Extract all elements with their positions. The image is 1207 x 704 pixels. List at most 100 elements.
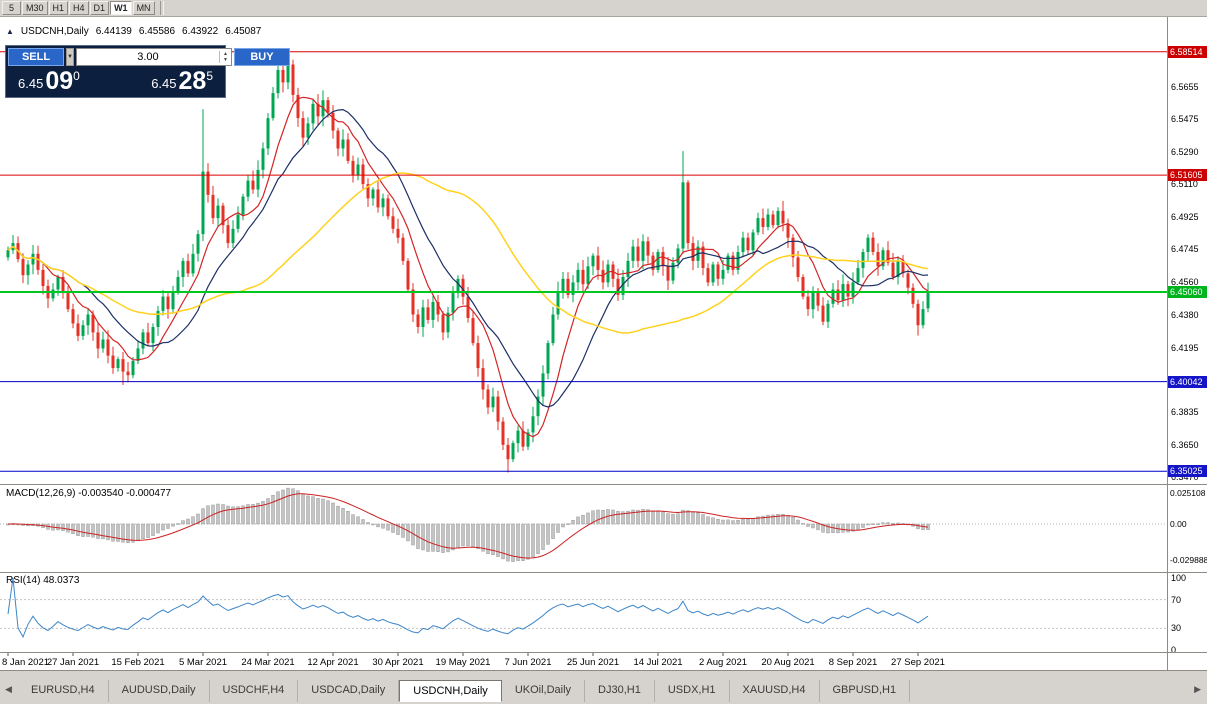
- macd-axis-label: 0.00: [1170, 519, 1187, 529]
- sell-button[interactable]: SELL: [8, 48, 64, 66]
- buy-button[interactable]: BUY: [233, 48, 290, 66]
- one-click-toggle-icon[interactable]: ▲: [6, 27, 14, 36]
- price-tick-label: 6.4745: [1171, 244, 1199, 255]
- macd-signal-line: [7, 493, 929, 559]
- chart-tab-usdx[interactable]: USDX,H1: [655, 680, 730, 702]
- timeframe-button-d1[interactable]: D1: [89, 1, 110, 15]
- rsi-line: [7, 577, 929, 639]
- one-click-controls-row: SELL ▼ ▲ ▼ BUY: [6, 46, 290, 68]
- pane-splitter-rsi[interactable]: [0, 572, 1207, 573]
- price-level-tag: 6.58514: [1168, 45, 1207, 58]
- price-tick-label: 6.5110: [1171, 179, 1198, 190]
- price-level-tag: 6.40042: [1168, 375, 1207, 388]
- pane-splitter-macd[interactable]: [0, 484, 1207, 485]
- price-axis: 6.5655 6.5475 6.5290 6.5110 6.4925 6.4745 6.45…: [1168, 17, 1207, 670]
- timeframe-button-w1[interactable]: W1: [110, 1, 132, 15]
- rsi-axis-label: 70: [1171, 594, 1182, 605]
- tab-scroll-left-icon[interactable]: ◀: [5, 684, 12, 694]
- date-tick-label: 12 Apr 2021: [307, 657, 358, 668]
- candles: [6, 51, 930, 473]
- ma-line-16: [7, 108, 929, 408]
- date-tick-label: 27 Jan 2021: [47, 657, 99, 668]
- macd-axis-label: 0.025108: [1170, 488, 1206, 499]
- date-tick-label: 19 May 2021: [436, 657, 491, 668]
- chart-tab-usdcad[interactable]: USDCAD,Daily: [298, 680, 400, 702]
- price-tick-label: 6.4380: [1171, 309, 1199, 320]
- date-tick-label: 8 Sep 2021: [829, 657, 878, 668]
- chart-symbol-label: USDCNH,Daily: [20, 26, 89, 37]
- buy-price-point: 5: [206, 69, 213, 83]
- macd-histogram: [6, 487, 930, 562]
- date-tick-label: 8 Jan 2021: [2, 657, 49, 668]
- level-lines: [0, 51, 1167, 472]
- sell-price-point: 0: [73, 69, 80, 83]
- timeframe-button-h4[interactable]: H4: [69, 1, 89, 15]
- toolbar-separator: [159, 1, 164, 15]
- volume-spinner[interactable]: ▲ ▼: [218, 51, 231, 63]
- timeframe-button-m30[interactable]: M30: [22, 1, 48, 15]
- date-axis-border: [0, 652, 1207, 653]
- spinner-down-icon[interactable]: ▼: [222, 57, 228, 63]
- ohlc-close-value: 6.45087: [225, 26, 262, 37]
- price-level-tag: 6.45060: [1168, 286, 1207, 298]
- chart-tabs: EURUSD,H4 AUDUSD,Daily USDCHF,H4 USDCAD,Dai…: [18, 680, 911, 702]
- date-tick-label: 7 Jun 2021: [504, 657, 551, 668]
- sell-price-prefix: 6.45: [18, 76, 44, 91]
- buy-price[interactable]: 6.45 28 5: [151, 67, 213, 95]
- volume-dropdown-button[interactable]: ▼: [66, 48, 74, 66]
- chart-tab-audusd[interactable]: AUDUSD,Daily: [109, 680, 210, 702]
- macd-indicator-label: MACD(12,26,9) -0.003540 -0.000477: [6, 488, 172, 499]
- chart-tab-usdcnh[interactable]: USDCNH,Daily: [399, 680, 502, 702]
- chart-area[interactable]: 8 Jan 2021 27 Jan 2021 15 Feb 2021 5 Mar 20…: [0, 17, 1167, 670]
- chart-tab-gbpusd[interactable]: GBPUSD,H1: [820, 680, 911, 702]
- chevron-down-icon: ▼: [67, 54, 73, 60]
- spinner-up-icon[interactable]: ▲: [222, 51, 228, 57]
- chart-tabs-bar: ◀ EURUSD,H4 AUDUSD,Daily USDCHF,H4 USDCAD,D…: [0, 670, 1207, 704]
- price-tick-label: 6.5475: [1171, 113, 1199, 124]
- date-tick-label: 20 Aug 2021: [761, 657, 814, 668]
- date-tick-label: 5 Mar 2021: [179, 657, 227, 668]
- timeframe-button-5[interactable]: 5: [2, 1, 21, 15]
- ohlc-high-value: 6.45586: [138, 26, 176, 37]
- chart-tab-ukoil[interactable]: UKOil,Daily: [502, 680, 586, 702]
- date-tick-label: 30 Apr 2021: [372, 657, 423, 668]
- tab-scroll-right-icon[interactable]: ▶: [1194, 684, 1201, 694]
- price-tick-label: 6.5290: [1171, 147, 1199, 157]
- ohlc-open-value: 6.44139: [95, 26, 132, 37]
- timeframe-toolbar: 5 M30 H1 H4 D1 W1 MN: [0, 0, 1207, 17]
- price-tick-label: 6.4560: [1171, 277, 1199, 288]
- rsi-indicator-label: RSI(14) 48.0373: [6, 575, 80, 586]
- date-tick-label: 15 Feb 2021: [111, 657, 164, 668]
- buy-price-pips: 28: [178, 67, 207, 95]
- sell-price-pips: 09: [45, 67, 74, 95]
- one-click-prices-row: 6.45 09 0 6.45 28 5: [6, 68, 225, 97]
- price-tick-label: 6.4925: [1171, 212, 1199, 223]
- volume-field: ▲ ▼: [75, 48, 232, 66]
- rsi-axis-label: 100: [1171, 573, 1187, 583]
- price-level-tag: 6.35025: [1168, 465, 1207, 478]
- date-tick-label: 24 Mar 2021: [241, 657, 294, 668]
- volume-input[interactable]: [76, 50, 219, 64]
- ma-line-45: [7, 172, 929, 334]
- timeframe-button-mn[interactable]: MN: [132, 1, 155, 15]
- chart-tab-xauusd[interactable]: XAUUSD,H4: [730, 680, 820, 702]
- rsi-axis-label: 30: [1171, 623, 1182, 634]
- chart-tab-usdchf[interactable]: USDCHF,H4: [210, 680, 299, 702]
- ma-line-8: [7, 96, 929, 438]
- rsi-axis-label: 0: [1171, 645, 1177, 655]
- price-tick-label: 6.3650: [1171, 439, 1199, 450]
- date-tick-label: 27 Sep 2021: [891, 657, 945, 668]
- macd-axis-label: -0.029888: [1170, 555, 1207, 566]
- price-tick-label: 6.3835: [1171, 406, 1199, 417]
- chart-tab-eurusd[interactable]: EURUSD,H4: [18, 680, 109, 702]
- chart-tab-dj30[interactable]: DJ30,H1: [585, 680, 655, 702]
- sell-price[interactable]: 6.45 09 0: [18, 67, 80, 95]
- axis-border: [1167, 17, 1168, 670]
- price-level-tag: 6.51605: [1168, 169, 1207, 182]
- date-tick-label: 2 Aug 2021: [699, 657, 747, 668]
- timeframe-button-h1[interactable]: H1: [48, 1, 69, 15]
